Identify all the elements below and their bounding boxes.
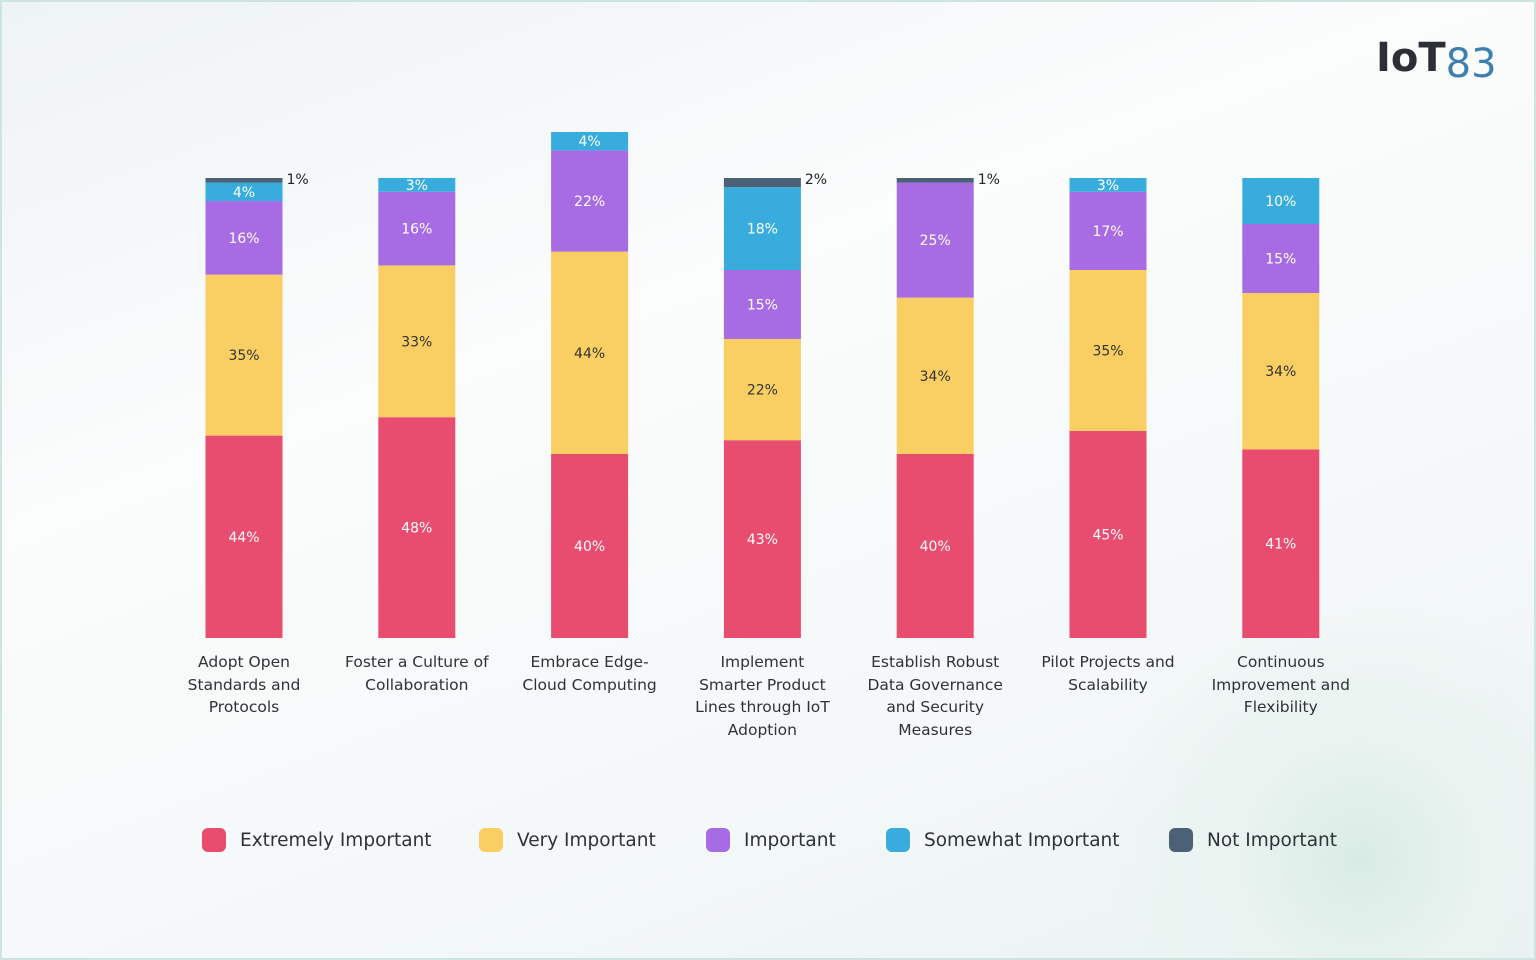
bar-segment <box>551 454 629 638</box>
x-tick-label: Implement Smarter Product Lines through … <box>695 653 830 739</box>
legend-marker <box>886 828 910 852</box>
data-label: 4% <box>578 134 600 150</box>
legend-label: Not Important <box>1207 830 1337 851</box>
legend-marker <box>202 828 226 852</box>
data-label: 15% <box>747 298 778 314</box>
bar-segment <box>1242 178 1320 224</box>
bar-segment <box>723 440 801 638</box>
bar-segment <box>1242 293 1320 450</box>
data-label: 34% <box>1265 364 1296 380</box>
logo-accent: 83 <box>1446 41 1497 87</box>
data-label: 40% <box>574 539 605 555</box>
data-label: 3% <box>1097 178 1119 194</box>
x-tick-label: Establish Robust Data Governance and Sec… <box>867 653 1003 739</box>
data-label: 45% <box>1092 528 1123 544</box>
x-tick-label: Foster a Culture of Collaboration <box>345 653 489 694</box>
data-label: 4% <box>233 185 255 201</box>
data-label: 48% <box>401 521 432 537</box>
bar-segment <box>896 454 974 638</box>
bar-segment <box>378 191 456 266</box>
data-label: 33% <box>401 334 432 350</box>
bar-segment <box>896 297 974 454</box>
bar-segment <box>1069 191 1147 270</box>
bar-segment <box>205 274 283 436</box>
bar-segment <box>205 201 283 275</box>
x-tick-label: Pilot Projects and Scalability <box>1041 653 1175 694</box>
logo-main: IoT <box>1376 35 1446 81</box>
bar-segment <box>896 182 974 298</box>
bar-segment <box>1242 449 1320 638</box>
data-label: 25% <box>920 233 951 249</box>
data-label: 44% <box>574 346 605 362</box>
legend-marker <box>1169 828 1193 852</box>
data-label: 17% <box>1092 224 1123 240</box>
data-label: 2% <box>805 172 827 188</box>
bar-segment <box>205 178 283 183</box>
data-label: 44% <box>228 530 259 546</box>
bar-segment <box>205 435 283 638</box>
legend-label: Extremely Important <box>240 830 432 851</box>
logo: IoT83 <box>1376 35 1497 87</box>
data-label: 16% <box>228 231 259 247</box>
legend-label: Important <box>744 830 836 851</box>
bar-segment <box>551 251 629 454</box>
bar-segment <box>723 187 801 270</box>
data-label: 35% <box>1092 344 1123 360</box>
data-label: 10% <box>1265 194 1296 210</box>
bar-segment <box>378 265 456 418</box>
legend-marker <box>706 828 730 852</box>
data-label: 34% <box>920 369 951 385</box>
data-label: 1% <box>287 172 309 188</box>
x-tick-label: Continuous Improvement and Flexibility <box>1211 653 1350 716</box>
data-label: 40% <box>920 539 951 555</box>
bar-segment <box>551 132 629 151</box>
legend-label: Very Important <box>517 830 656 851</box>
legend-label: Somewhat Important <box>924 830 1120 851</box>
data-label: 22% <box>574 194 605 210</box>
data-label: 16% <box>401 222 432 238</box>
bar-segment <box>1069 270 1147 431</box>
data-label: 35% <box>228 348 259 364</box>
bar-segment <box>378 178 456 192</box>
data-label: 18% <box>747 222 778 238</box>
bar-segment <box>1242 224 1320 293</box>
bar-segment <box>378 417 456 638</box>
data-label: 3% <box>406 178 428 194</box>
x-tick-label: Adopt Open Standards and Protocols <box>187 653 301 716</box>
data-label: 22% <box>747 383 778 399</box>
x-tick-label: Embrace Edge-Cloud Computing <box>522 653 657 694</box>
bar-segment <box>723 178 801 188</box>
data-label: 1% <box>978 172 1000 188</box>
bar-segment <box>1069 178 1147 192</box>
legend-marker <box>479 828 503 852</box>
bar-segment <box>723 339 801 441</box>
bar-segment <box>551 150 629 252</box>
data-label: 41% <box>1265 537 1296 553</box>
bar-segment <box>1069 431 1147 638</box>
data-label: 15% <box>1265 252 1296 268</box>
bar-segment <box>205 182 283 201</box>
bar-segment <box>723 270 801 339</box>
data-label: 43% <box>747 532 778 548</box>
bar-segment <box>896 178 974 183</box>
